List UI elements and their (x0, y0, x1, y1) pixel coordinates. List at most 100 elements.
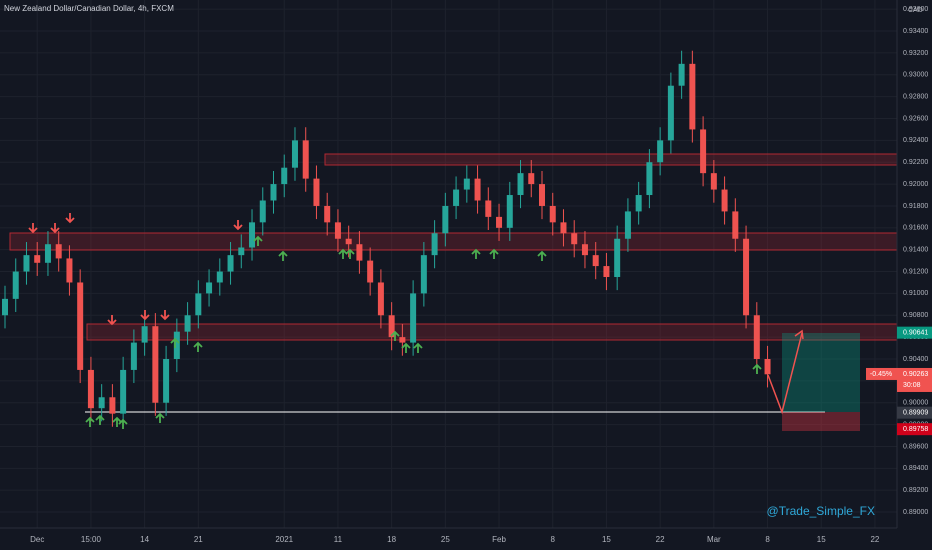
x-tick-label: 22 (656, 535, 665, 544)
candle-body (614, 238, 621, 278)
candle-body (506, 195, 513, 228)
y-tick-label: 0.89600 (903, 443, 928, 450)
candle-body (528, 173, 535, 185)
price-marker-label: 0.89758 (903, 426, 928, 433)
y-tick-label: 0.91800 (903, 203, 928, 210)
candle-body (410, 293, 417, 343)
x-tick-label: 15 (602, 535, 611, 544)
candle-body (667, 85, 674, 141)
sell-arrow (160, 310, 170, 321)
y-tick-label: 0.91200 (903, 268, 928, 275)
stop-zone (782, 412, 860, 431)
watermark: @Trade_Simple_FX (767, 504, 875, 518)
candle-body (227, 255, 234, 272)
y-tick-label: 0.92800 (903, 93, 928, 100)
candle-body (130, 342, 137, 370)
candle-body (367, 260, 374, 283)
x-tick-label: 18 (387, 535, 396, 544)
y-tick-label: 0.90000 (903, 400, 928, 407)
buy-arrow (752, 363, 762, 374)
buy-arrow (278, 250, 288, 261)
candle-body (302, 140, 309, 179)
candle-body (463, 178, 470, 190)
sell-arrow (28, 223, 38, 234)
y-tick-label: 0.93600 (903, 6, 928, 13)
candle-body (442, 205, 449, 234)
y-tick-label: 0.89200 (903, 487, 928, 494)
candle-body (560, 222, 567, 234)
buy-arrow (253, 235, 263, 246)
candle-body (87, 369, 94, 409)
candles (2, 50, 771, 427)
x-tick-label: 22 (870, 535, 879, 544)
candle-body (12, 271, 19, 299)
candle-body (291, 140, 298, 168)
x-tick-label: Dec (30, 535, 44, 544)
candle-body (141, 326, 148, 343)
candle-body (313, 178, 320, 206)
candle-body (753, 315, 760, 359)
candle-body (388, 315, 395, 338)
currency: CAD (908, 7, 923, 14)
buy-arrow (471, 248, 481, 259)
buy-arrow (345, 248, 355, 259)
x-tick-label: 8 (765, 535, 770, 544)
zone (86, 323, 898, 341)
candle-body (624, 211, 631, 239)
buy-arrow (193, 341, 203, 352)
y-tick-label: 0.89000 (903, 509, 928, 516)
buy-arrow (489, 248, 499, 259)
candle-body (571, 233, 578, 245)
candle-body (238, 247, 245, 256)
y-tick-label: 0.89400 (903, 465, 928, 472)
candle-body (334, 222, 341, 239)
x-tick-label: 11 (334, 535, 343, 544)
candle-body (420, 255, 427, 294)
y-tick-label: 0.91000 (903, 290, 928, 297)
candle-body (23, 255, 30, 272)
buy-arrow (390, 330, 400, 341)
candle-body (249, 222, 256, 248)
candle-body (184, 315, 191, 332)
candle-body (206, 282, 213, 294)
price-marker-label: 0.89909 (903, 410, 928, 417)
candle-body (98, 397, 105, 409)
x-tick-label: 25 (441, 535, 450, 544)
candle-body (281, 167, 288, 185)
sell-arrow (233, 220, 243, 231)
candle-body (635, 195, 642, 212)
candle-body (453, 189, 460, 206)
buy-arrow (170, 337, 180, 348)
y-tick-label: 0.92000 (903, 181, 928, 188)
price-marker-label: 0.90641 (903, 329, 928, 336)
projection-arrow (794, 329, 804, 340)
zone (324, 153, 898, 166)
candle-body (485, 200, 492, 217)
y-tick-label: 0.92200 (903, 159, 928, 166)
candle-body (474, 178, 481, 201)
candle-body (2, 298, 8, 316)
y-tick-label: 0.92600 (903, 115, 928, 122)
candle-body (764, 358, 771, 375)
candle-body (496, 216, 503, 228)
target-zone (782, 333, 860, 412)
candle-body (345, 238, 352, 245)
buy-arrow (155, 412, 165, 423)
candle-body (216, 271, 223, 283)
candle-body (259, 200, 266, 223)
sell-arrow (65, 213, 75, 224)
candle-body (356, 244, 363, 261)
candle-body (377, 282, 384, 316)
x-tick-label: Feb (492, 535, 506, 544)
candle-body (721, 189, 728, 212)
candle-body (152, 326, 159, 403)
candle-body (270, 184, 277, 201)
y-tick-label: 0.91600 (903, 225, 928, 232)
candle-body (399, 337, 406, 343)
candle-body (603, 266, 610, 278)
x-tick-label: 2021 (275, 535, 293, 544)
candle-body (549, 205, 556, 223)
y-tick-label: 0.90400 (903, 356, 928, 363)
x-tick-label: 15:00 (81, 535, 102, 544)
